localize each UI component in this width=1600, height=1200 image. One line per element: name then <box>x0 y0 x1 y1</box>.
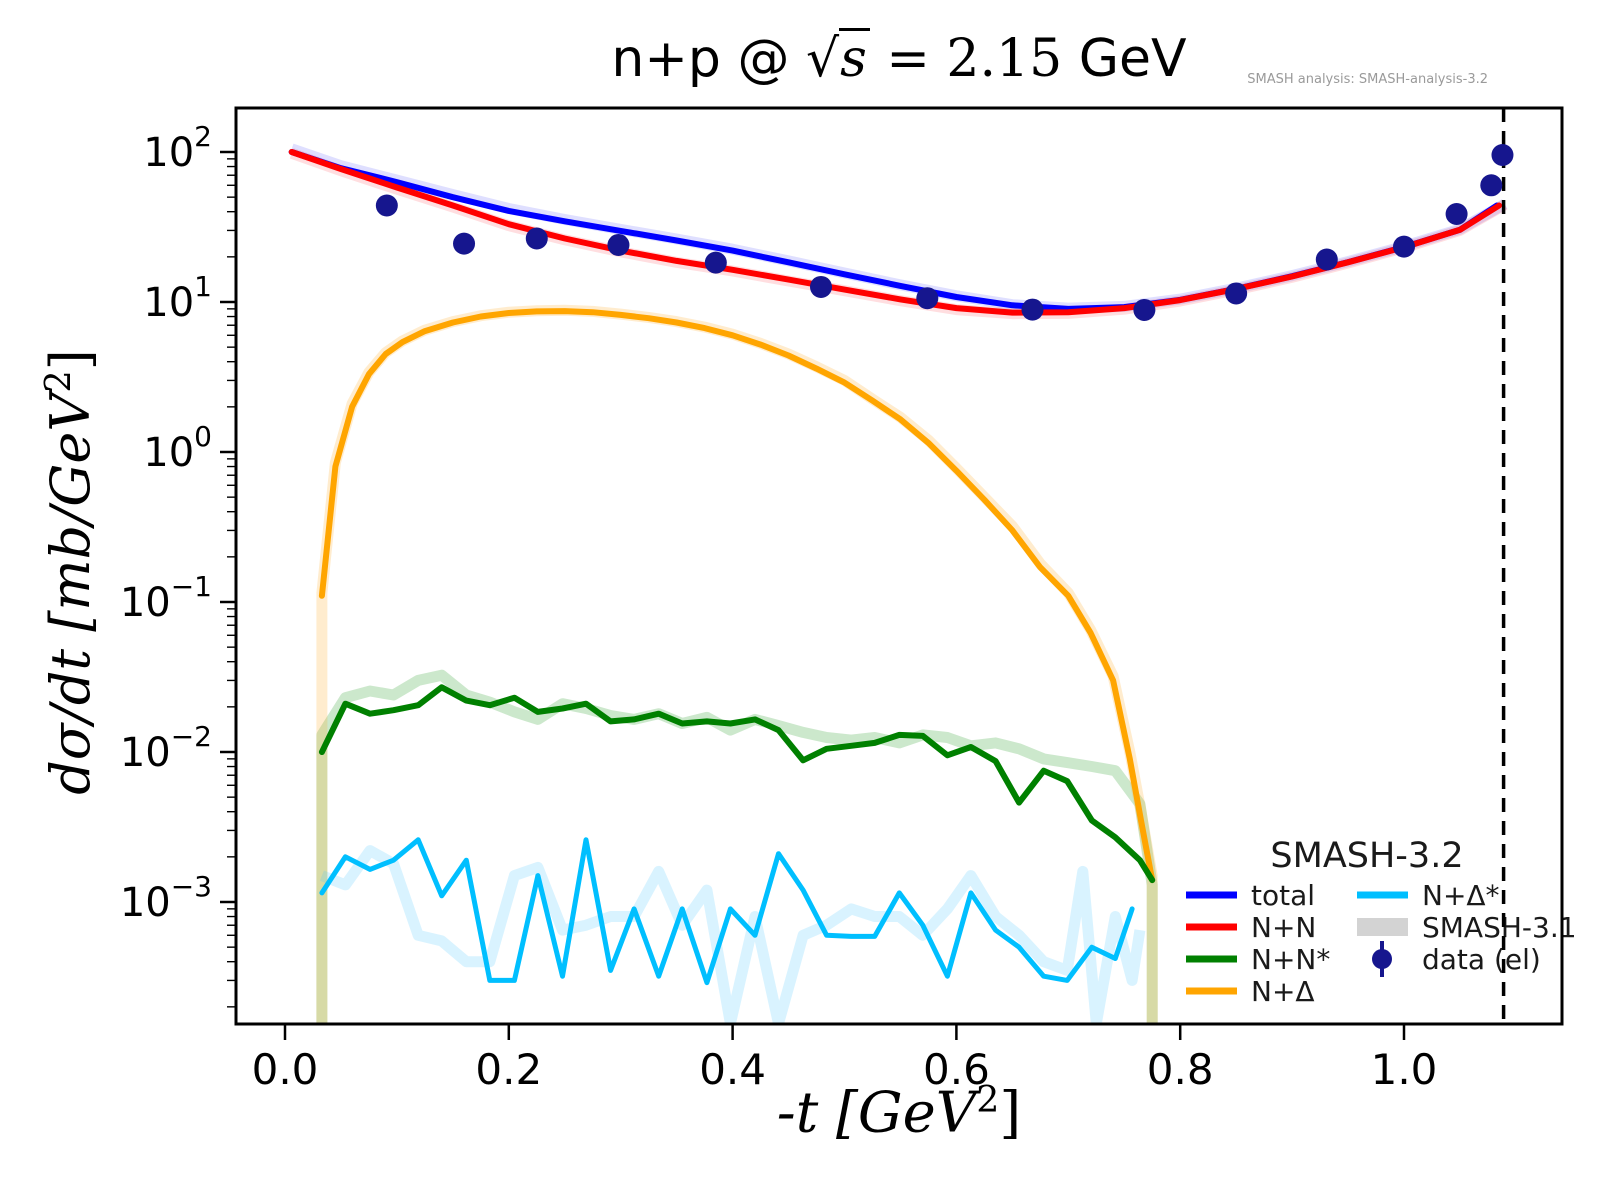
data-point <box>1393 235 1415 258</box>
legend-label: data (el) <box>1422 943 1541 976</box>
legend-marker-icon <box>1372 949 1392 969</box>
series-n-n-line <box>288 149 1503 316</box>
x-tick-label: 0.4 <box>699 1045 766 1094</box>
smash31-band-NDeltastar <box>319 845 1146 1024</box>
legend-label: total <box>1251 879 1315 912</box>
data-point <box>607 233 630 256</box>
legend-label: N+Δ <box>1251 975 1315 1008</box>
legend-label: SMASH-3.1 <box>1422 911 1577 944</box>
analysis-watermark: SMASH analysis: SMASH-analysis-3.2 <box>1247 72 1488 87</box>
x-tick-label: 1.0 <box>1371 1045 1438 1094</box>
series-total-line <box>288 149 1500 312</box>
legend-label: N+N <box>1251 911 1316 944</box>
y-tick-label: 10−3 <box>120 870 212 926</box>
axes-frame <box>234 106 1564 1026</box>
data-point <box>1225 282 1248 305</box>
x-tick-label: 0.6 <box>923 1045 990 1094</box>
y-axis-label: dσ/dt [mb/GeV2] <box>38 192 102 952</box>
title-equals: = 2.15 <box>869 29 1063 89</box>
legend-label: N+N* <box>1251 943 1330 976</box>
data-point <box>1491 143 1514 166</box>
data-point <box>375 194 398 217</box>
x-tick-label: 0.2 <box>475 1045 542 1094</box>
x-tick-label: 0.0 <box>252 1045 319 1094</box>
series-n-delta--line <box>319 837 1135 986</box>
data-point <box>1480 174 1503 197</box>
axis-ticks: 102 101 100 10−1 10−2 10−3 0.0 0.2 0.4 0.6 0.8 1.0 <box>120 120 1438 1094</box>
y-axis-label-sup: 2 <box>38 370 79 393</box>
data-point <box>916 287 939 310</box>
data-points <box>375 143 1514 321</box>
x-axis-label-text: -t [GeV <box>776 1080 977 1146</box>
x-tick-label: 0.8 <box>1147 1045 1214 1094</box>
series-n-delta-line <box>318 308 1156 884</box>
sqrt-icon: √ <box>805 29 840 89</box>
chart-title: n+p @ √s = 2.15 GeV <box>236 28 1562 89</box>
x-axis-label-close: ] <box>999 1080 1022 1146</box>
data-point <box>1021 298 1044 321</box>
data-point <box>810 275 833 298</box>
smash31-band-NNstar <box>316 669 1158 1024</box>
y-axis-label-text: dσ/dt [mb/GeV <box>39 392 102 795</box>
title-sqrt-arg: s <box>839 28 870 85</box>
y-tick-label: 100 <box>143 420 212 476</box>
y-axis-label-close: ] <box>39 349 102 371</box>
series-n-n--line <box>318 684 1156 884</box>
y-tick-label: 10−1 <box>120 570 212 626</box>
x-axis-label: -t [GeV2] <box>236 1078 1562 1146</box>
legend-label: N+Δ* <box>1422 879 1500 912</box>
legend-swatch-SMASH-3.1 <box>1357 918 1408 936</box>
title-unit: GeV <box>1062 29 1187 89</box>
curves <box>288 143 1508 1024</box>
data-point <box>1133 298 1156 321</box>
y-tick-label: 102 <box>143 120 212 176</box>
data-point <box>704 251 727 274</box>
x-axis-label-sup: 2 <box>976 1078 1000 1121</box>
y-tick-label: 10−2 <box>120 720 212 776</box>
data-point <box>525 227 548 250</box>
data-point <box>1445 203 1468 226</box>
y-tick-label: 101 <box>143 270 212 326</box>
data-point <box>1315 248 1338 271</box>
title-prefix: n+p @ <box>611 29 806 89</box>
legend-title: SMASH-3.2 <box>1270 836 1463 876</box>
data-point <box>453 232 476 255</box>
